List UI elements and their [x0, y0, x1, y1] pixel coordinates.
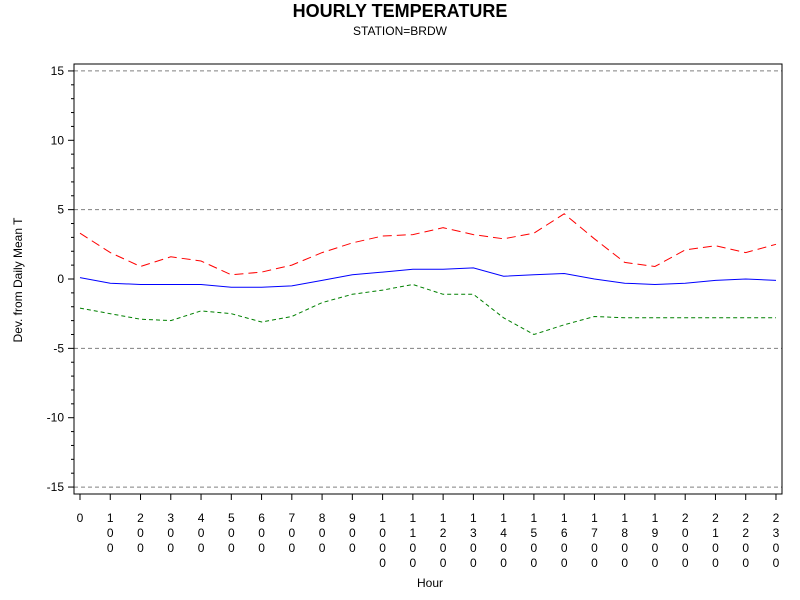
y-axis: 15 10 5 0 -5 -10 -15: [47, 64, 74, 494]
series-line-1: [79, 213, 777, 276]
y-axis-label: Dev. from Daily Mean T: [11, 217, 25, 343]
y-tick-label: 5: [57, 203, 64, 217]
plot-frame: [73, 63, 783, 495]
x-axis-label: Hour: [417, 576, 443, 590]
y-tick-label: 15: [51, 64, 65, 78]
series-line-2: [79, 267, 777, 288]
y-tick-label: -10: [47, 411, 65, 425]
series-layer: [79, 213, 777, 336]
x-axis: 0 1 0 0 2 0 0 3 0 0 4 0 0 5 0 0 6 0 0 7 0 0 8 0 0 9 0 0 1 0 0 0 1 1 0 0 1 2 0 0…: [77, 494, 780, 570]
chart-subtitle: STATION=BRDW: [353, 24, 448, 38]
series-line-3: [79, 283, 776, 336]
y-tick-label: -5: [53, 341, 64, 355]
y-tick-label: 10: [51, 133, 65, 147]
x-tick-label: 0: [77, 511, 84, 525]
chart-title: HOURLY TEMPERATURE: [293, 1, 508, 21]
reference-lines: [74, 70, 782, 488]
y-tick-label: -15: [47, 480, 65, 494]
y-tick-label: 0: [57, 272, 64, 286]
